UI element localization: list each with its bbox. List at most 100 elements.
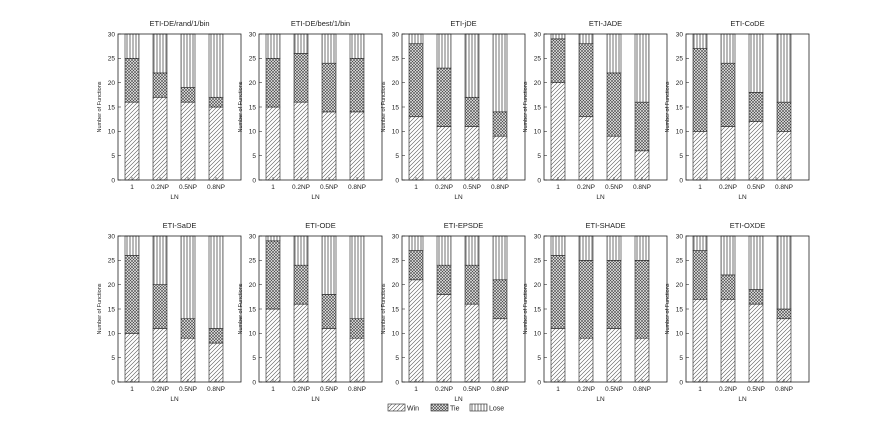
chart-title: ETI-CoDE bbox=[730, 19, 764, 28]
x-tick-label: 0.5NP bbox=[320, 184, 338, 191]
axes-frame bbox=[258, 33, 383, 181]
x-tick-label: 0.2NP bbox=[151, 386, 169, 393]
y-tick-label: 25 bbox=[534, 56, 542, 63]
axes-frame bbox=[685, 33, 810, 181]
bar-win bbox=[464, 303, 480, 383]
y-axis-label: Number of Functions bbox=[381, 81, 387, 132]
legend-swatch bbox=[430, 403, 449, 412]
bar-lose bbox=[180, 235, 196, 320]
y-tick-label: 10 bbox=[249, 129, 257, 136]
y-tick-label: 0 bbox=[395, 379, 399, 386]
bar-tie bbox=[550, 255, 566, 329]
y-tick-label: 10 bbox=[249, 331, 257, 338]
bar-win bbox=[550, 82, 566, 181]
bar-lose bbox=[492, 33, 508, 113]
y-tick-label: 20 bbox=[108, 80, 116, 87]
bar-tie bbox=[634, 260, 650, 339]
y-tick-label: 15 bbox=[534, 104, 542, 111]
y-tick-label: 30 bbox=[392, 31, 400, 38]
legend-label: Lose bbox=[489, 406, 504, 413]
x-tick-label: 0.5NP bbox=[463, 184, 481, 191]
y-tick-label: 0 bbox=[537, 177, 541, 184]
bar-lose bbox=[550, 33, 566, 40]
x-tick-label: 0.8NP bbox=[775, 184, 793, 191]
x-tick-label: 0.8NP bbox=[491, 386, 509, 393]
x-axis-label: LN bbox=[454, 194, 463, 201]
bar-win bbox=[293, 101, 309, 181]
y-tick-label: 25 bbox=[676, 56, 684, 63]
bar-win bbox=[208, 106, 224, 181]
y-tick-label: 25 bbox=[676, 258, 684, 265]
bar-win bbox=[408, 279, 424, 383]
bar-win bbox=[265, 106, 281, 181]
y-tick-label: 20 bbox=[534, 80, 542, 87]
bar-tie bbox=[152, 284, 168, 329]
chart-title: ETI-OXDE bbox=[730, 221, 765, 230]
bar-lose bbox=[408, 235, 424, 251]
bar-win bbox=[180, 337, 196, 383]
bar-win bbox=[492, 318, 508, 383]
chart-title: ETI-jDE bbox=[450, 19, 476, 28]
bar-lose bbox=[776, 235, 792, 310]
y-axis-label: Number of Functions bbox=[97, 283, 103, 334]
bar-tie bbox=[265, 240, 281, 310]
x-axis-label: LN bbox=[738, 396, 747, 403]
chart-panel-9: ETI-SHADE 0 5 10 15 20 25 30 Number of Functions… bbox=[523, 221, 668, 403]
y-tick-label: 5 bbox=[537, 153, 541, 160]
bar-tie bbox=[464, 264, 480, 305]
y-tick-label: 5 bbox=[395, 153, 399, 160]
y-tick-label: 25 bbox=[108, 258, 116, 265]
bar-win bbox=[436, 126, 452, 181]
bar-win bbox=[606, 135, 622, 181]
bar-win bbox=[748, 121, 764, 181]
bar-tie bbox=[578, 260, 594, 339]
bar-tie bbox=[180, 87, 196, 103]
bar-win bbox=[776, 131, 792, 181]
x-tick-label: 0.5NP bbox=[320, 386, 338, 393]
y-tick-label: 5 bbox=[252, 153, 256, 160]
bar-lose bbox=[124, 33, 140, 59]
y-tick-label: 15 bbox=[534, 306, 542, 313]
axes-frame bbox=[117, 235, 242, 383]
y-tick-label: 20 bbox=[392, 282, 400, 289]
chart-panel-1: ETI-DE/rand/1/bin 0 5 10 15 20 25 30 Number of F… bbox=[97, 19, 242, 201]
bar-win bbox=[748, 303, 764, 383]
y-tick-label: 10 bbox=[108, 331, 116, 338]
y-tick-label: 25 bbox=[108, 56, 116, 63]
bar-tie bbox=[748, 289, 764, 305]
bar-tie bbox=[606, 72, 622, 137]
y-tick-label: 20 bbox=[249, 80, 257, 87]
bar-lose bbox=[692, 33, 708, 49]
y-tick-label: 10 bbox=[392, 129, 400, 136]
chart-title: ETI-SaDE bbox=[163, 221, 197, 230]
chart-panel-10: ETI-OXDE 0 5 10 15 20 25 30 Number of Functions 1… bbox=[665, 221, 810, 403]
axes-frame bbox=[685, 235, 810, 383]
chart-panel-4: ETI-JADE 0 5 10 15 20 25 30 Number of Functions 1… bbox=[523, 19, 668, 201]
y-tick-label: 20 bbox=[392, 80, 400, 87]
y-tick-label: 15 bbox=[108, 306, 116, 313]
bar-lose bbox=[408, 33, 424, 45]
y-tick-label: 30 bbox=[108, 31, 116, 38]
bar-lose bbox=[606, 33, 622, 74]
y-tick-label: 30 bbox=[108, 233, 116, 240]
legend-label: Tie bbox=[450, 406, 460, 413]
bar-lose bbox=[124, 235, 140, 256]
y-tick-label: 30 bbox=[392, 233, 400, 240]
bar-lose bbox=[265, 235, 281, 242]
bar-tie bbox=[634, 101, 650, 152]
y-tick-label: 10 bbox=[108, 129, 116, 136]
x-tick-label: 0.5NP bbox=[605, 184, 623, 191]
bar-win bbox=[124, 101, 140, 181]
bar-lose bbox=[578, 235, 594, 261]
bar-lose bbox=[606, 235, 622, 261]
y-tick-label: 15 bbox=[392, 104, 400, 111]
bar-tie bbox=[124, 255, 140, 334]
bar-lose bbox=[436, 33, 452, 69]
y-tick-label: 10 bbox=[534, 129, 542, 136]
bar-tie bbox=[208, 328, 224, 344]
bar-tie bbox=[720, 274, 736, 300]
x-tick-label: 0.5NP bbox=[747, 386, 765, 393]
y-axis-label: Number of Functions bbox=[665, 81, 671, 132]
axes-frame bbox=[543, 33, 668, 181]
